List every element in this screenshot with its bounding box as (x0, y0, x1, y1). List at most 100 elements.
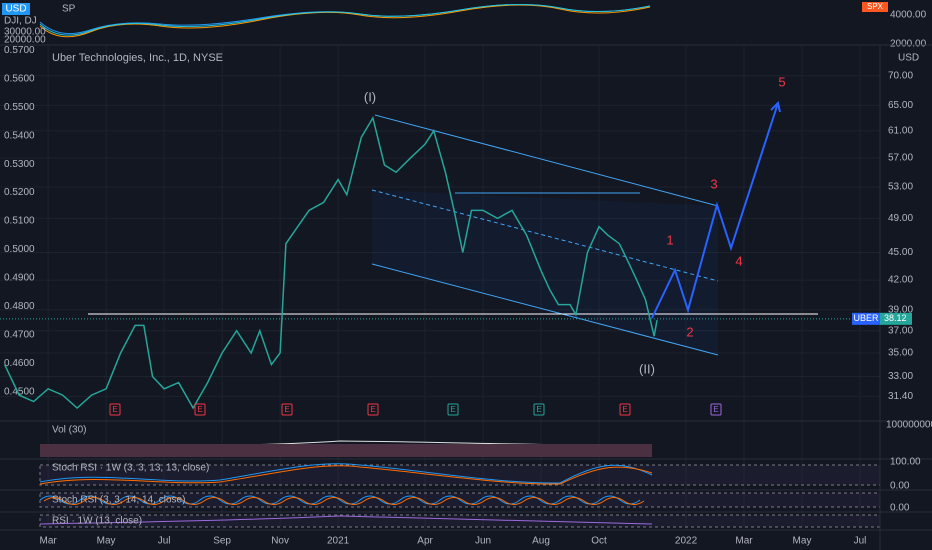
earnings-label: E (284, 405, 289, 414)
chart-title: Uber Technologies, Inc., 1D, NYSE (52, 52, 223, 64)
compare-label: 30000.00 (4, 27, 46, 38)
compare-strip: USD SP DJI, DJ 30000.00 20000.00 SPX 400… (0, 2, 932, 50)
wave-label: 4 (735, 253, 742, 268)
y-tick-label: 39.00 (888, 304, 913, 315)
pane-title: Stoch RSI · 1W (3, 3, 13, 13, close) (52, 463, 209, 474)
earnings-label: E (112, 405, 117, 414)
compare-label: 2000.00 (890, 39, 927, 50)
x-tick-label: Mar (735, 536, 753, 547)
y-tick-label: 45.00 (888, 247, 913, 258)
earnings-label: E (622, 405, 627, 414)
y2-tick-label: 0.4800 (4, 301, 35, 312)
pane-title: Vol (30) (52, 425, 86, 436)
x-tick-label: 2021 (327, 536, 350, 547)
pane-label: 0.00 (890, 503, 910, 514)
y-tick-label: 42.00 (888, 275, 913, 286)
channel-line (374, 114, 719, 207)
wave-label: 2 (686, 324, 693, 339)
channel-mid (371, 189, 719, 282)
channel-line (371, 263, 719, 356)
earnings-marker (367, 403, 379, 416)
x-tick-label: Aug (532, 536, 550, 547)
y-tick-label: 37.00 (888, 325, 913, 336)
x-tick-label: Sep (213, 536, 231, 547)
axis-currency: USD (898, 53, 919, 64)
compare-line (39, 3, 651, 36)
y2-tick-label: 0.4900 (4, 273, 35, 284)
price-badge (880, 312, 912, 325)
y-tick-label: 70.00 (888, 70, 913, 81)
y-tick-label: 35.00 (888, 348, 913, 359)
x-tick-label: Mar (40, 536, 58, 547)
currency-badge (2, 3, 30, 15)
grid (0, 45, 880, 530)
compare-label: SPX (867, 2, 884, 11)
earnings-label: E (450, 405, 455, 414)
compare-symbol: SP (62, 4, 76, 15)
earnings-marker (619, 403, 631, 416)
y2-tick-label: 0.4500 (4, 387, 35, 398)
y2-tick-label: 0.5000 (4, 244, 35, 255)
y2-tick-label: 0.5300 (4, 159, 35, 170)
y-tick-label: 33.00 (888, 371, 913, 382)
stoch-k (39, 463, 653, 484)
y2-tick-label: 0.5100 (4, 216, 35, 227)
rsi-line (39, 515, 653, 525)
currency: USD (5, 4, 26, 15)
y2-tick-label: 0.5200 (4, 187, 35, 198)
x-tick-label: Jul (158, 536, 171, 547)
y2-tick-label: 0.4600 (4, 358, 35, 369)
earnings-marker (710, 403, 722, 416)
y-tick-label: 65.00 (888, 100, 913, 111)
pane-title: Stoch RSI (3, 3, 14, 14, close) (52, 495, 185, 506)
y-tick-label: 53.00 (888, 182, 913, 193)
volume-bars (40, 444, 652, 457)
price-symbol: UBER (853, 313, 879, 323)
stoch-d (43, 497, 645, 505)
x-tick-label: May (97, 536, 116, 547)
stoch-d (39, 465, 653, 485)
earnings-marker (533, 403, 545, 416)
earnings-label: E (197, 405, 202, 414)
compare-line (39, 4, 651, 38)
y-tick-label: 49.00 (888, 213, 913, 224)
compare-label: 20000.00 (4, 35, 46, 46)
wave-label: (I) (364, 89, 376, 104)
last-price: 38.12 (884, 313, 907, 323)
compare-label: 4000.00 (890, 10, 927, 21)
y-tick-label: 31.40 (888, 391, 913, 402)
wave-label: 1 (666, 232, 673, 247)
pane-label: 100.00 (890, 457, 921, 468)
earnings-marker (447, 403, 459, 416)
price-badge (852, 312, 880, 325)
y-tick-label: 61.00 (888, 125, 913, 136)
y2-tick-label: 0.4700 (4, 330, 35, 341)
y2-tick-label: 0.5400 (4, 130, 35, 141)
price-line (3, 115, 658, 410)
x-tick-label: Oct (591, 536, 607, 547)
wave-label: (II) (639, 361, 655, 376)
pane-title: RSI · 1W (13, close) (52, 516, 142, 527)
y2-tick-label: 0.5500 (4, 102, 35, 113)
lower-panes: Vol (30) 100000000 Stoch RSI · 1W (3, 3,… (0, 420, 932, 531)
wave-label: 3 (710, 176, 717, 191)
stoch-k (39, 495, 641, 505)
x-tick-label: Jul (854, 536, 867, 547)
x-tick-label: May (793, 536, 812, 547)
projection (651, 102, 779, 319)
projection-arrow (770, 101, 781, 113)
x-tick-label: Apr (417, 536, 433, 547)
x-tick-label: 2022 (675, 536, 698, 547)
x-tick-label: Jun (475, 536, 491, 547)
pane-label: 100000000 (886, 420, 932, 431)
y2-tick-label: 0.5600 (4, 73, 35, 84)
earnings-marker (194, 403, 206, 416)
band (39, 464, 881, 486)
earnings-marker (109, 403, 121, 416)
earnings-marker (281, 403, 293, 416)
pane-label: 0.00 (890, 481, 910, 492)
wave-label: 5 (778, 74, 785, 89)
earnings-label: E (536, 405, 541, 414)
